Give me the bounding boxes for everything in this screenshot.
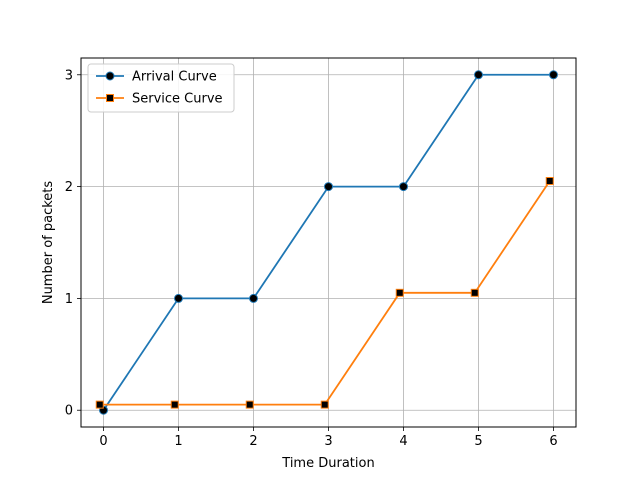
x-tick-label: 1	[174, 434, 182, 449]
data-point	[245, 400, 254, 409]
y-tick-label: 1	[65, 292, 73, 307]
x-tick-label: 3	[324, 434, 332, 449]
y-tick-label: 0	[65, 404, 73, 419]
x-tick-label: 6	[549, 434, 557, 449]
y-tick-label: 3	[65, 68, 73, 83]
data-point	[545, 177, 554, 185]
series-1	[95, 177, 554, 409]
legend-swatch-marker	[105, 71, 115, 81]
series-line	[99, 180, 551, 406]
legend-box	[87, 63, 235, 113]
x-tick-label: 0	[99, 434, 107, 449]
legend-swatch-marker	[106, 94, 114, 102]
x-axis-label: Time Duration	[281, 456, 374, 471]
data-point	[549, 70, 558, 80]
x-tick-label: 5	[474, 434, 482, 449]
x-tick-label: 2	[249, 434, 257, 449]
data-point	[174, 293, 183, 303]
legend: Arrival Curve Service Curve	[87, 63, 235, 113]
data-point	[470, 288, 479, 297]
data-point	[170, 400, 179, 409]
plot-series	[95, 70, 558, 415]
legend-entry-label: Arrival Curve	[132, 70, 217, 85]
y-tick-label: 2	[65, 180, 73, 195]
data-point	[249, 293, 258, 303]
data-point	[320, 400, 329, 409]
grid	[81, 58, 576, 427]
data-point	[95, 400, 104, 409]
legend-entry-label: Service Curve	[132, 92, 223, 107]
y-axis-label: Number of packets	[41, 181, 56, 305]
axis-ticks: 0 1 2 3 4 5 6 0 1 2 3	[65, 68, 558, 449]
data-point	[474, 70, 483, 80]
data-point	[395, 288, 404, 297]
data-point	[324, 182, 333, 192]
data-point	[399, 182, 408, 192]
x-tick-label: 4	[399, 434, 407, 449]
